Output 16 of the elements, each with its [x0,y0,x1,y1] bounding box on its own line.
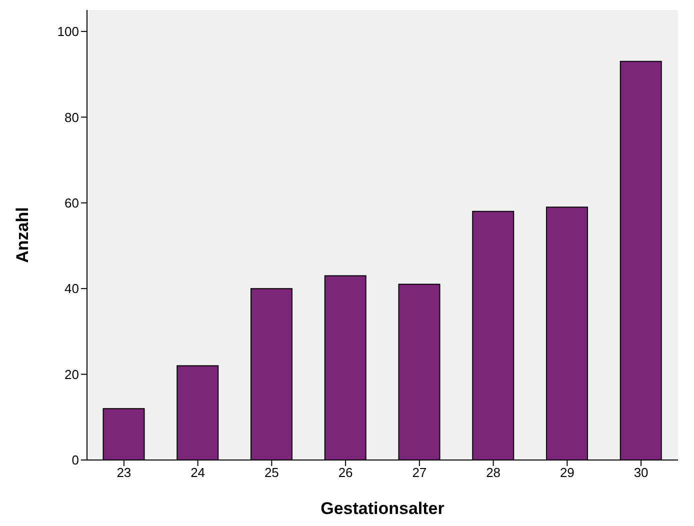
y-tick-label: 60 [64,195,79,210]
x-tick-label: 23 [116,465,132,480]
x-tick-label: 30 [634,465,648,480]
x-tick-label: 29 [560,465,574,480]
x-tick-label: 28 [486,465,501,480]
x-tick-label: 25 [264,465,279,480]
x-tick-label: 24 [190,465,206,480]
y-tick-label: 40 [64,281,79,296]
y-tick-label: 0 [72,452,79,468]
y-tick-label: 20 [64,366,79,382]
y-tick-label: 100 [57,24,79,40]
x-tick-label: 26 [338,465,353,480]
y-tick-label: 80 [64,110,79,125]
x-tick-label: 27 [412,465,427,480]
y-axis-title: Anzahl [13,207,32,263]
x-axis-title: Gestationsalter [320,499,445,518]
